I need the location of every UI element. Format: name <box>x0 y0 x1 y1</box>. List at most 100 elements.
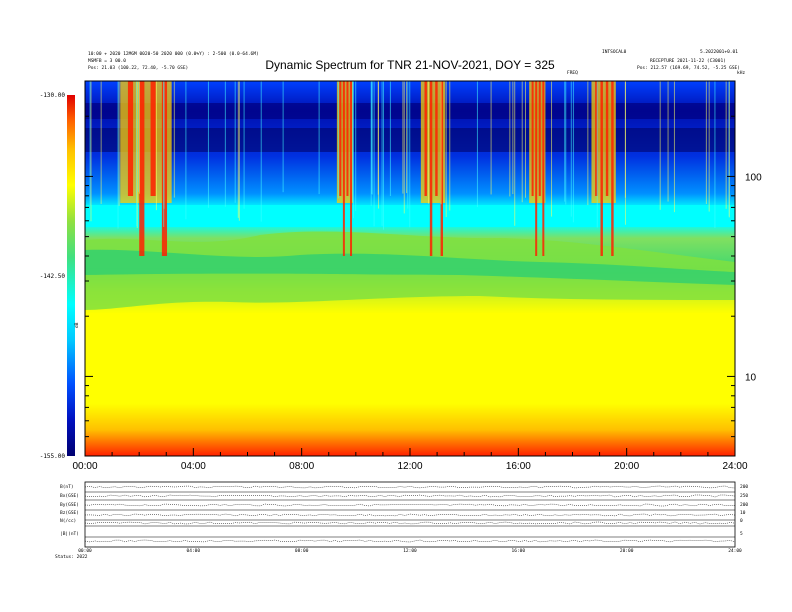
streak-50 <box>318 81 320 195</box>
colorbar <box>67 95 75 456</box>
streak-59 <box>596 81 598 228</box>
streak-67 <box>524 81 526 198</box>
streak-68 <box>428 81 430 204</box>
streak-55 <box>163 81 165 227</box>
streak-3 <box>136 81 138 227</box>
bottom-panel: B(nT) Bx(GSE) By(GSE) Bz(GSE) N(/cc) |B|… <box>55 481 748 560</box>
bottom-row-label-2: Bx(GSE) <box>60 493 79 499</box>
burst-streak-5-1 <box>595 81 598 196</box>
x-tick-label-0: 00:00 <box>72 461 97 472</box>
streak-33 <box>381 81 383 226</box>
bottom-row-label-5: N(/cc) <box>60 518 76 524</box>
bottom-trace-1 <box>84 485 736 489</box>
streak-62 <box>445 81 447 218</box>
streak-31 <box>89 81 91 206</box>
frequency-axis: 10 100 <box>85 80 762 457</box>
streak-36 <box>185 81 187 220</box>
left-meta-line2: MSMFB = 3 00.0 <box>88 58 126 64</box>
streak-39 <box>138 81 140 192</box>
streak-25 <box>260 81 262 222</box>
streak-61 <box>371 81 373 195</box>
corner-unit-label: kHz <box>737 70 745 76</box>
bottom-right-label-2: 250 <box>740 493 748 499</box>
bottom-x-tick-label-1: 04:00 <box>187 548 201 554</box>
streak-21 <box>705 81 707 204</box>
burst-streak-3-2 <box>429 81 433 256</box>
bottom-right-label-1: 200 <box>740 484 748 490</box>
streak-43 <box>234 81 236 203</box>
streak-46 <box>155 81 157 211</box>
colorbar-tick-top: -130.00 <box>40 92 66 99</box>
burst-streak-3-4 <box>440 81 444 256</box>
streak-15 <box>136 81 138 229</box>
y-tick-label-100: 100 <box>745 172 762 183</box>
green-low-band <box>85 249 735 285</box>
mid-freq-label: FREQ <box>567 70 578 76</box>
streak-10 <box>207 81 209 208</box>
bottom-x-tick-label-2: 08:00 <box>295 548 309 554</box>
bottom-right-label-6: 5 <box>740 531 743 537</box>
streak-44 <box>173 81 175 198</box>
streak-52 <box>282 81 284 193</box>
burst-streak-5-3 <box>605 81 609 196</box>
colorbar-tick-bottom: -155.00 <box>40 453 66 460</box>
x-tick-label-4: 16:00 <box>506 461 531 472</box>
left-meta-line1: 10:00 + 2020 12MGM 0020-50 2020 000 (0.0… <box>88 51 259 57</box>
burst-streak-4-2 <box>535 81 538 256</box>
streak-58 <box>355 81 357 211</box>
streak-48 <box>565 81 567 205</box>
right-meta-line1: INTSOCAL0 <box>602 49 627 55</box>
streak-8 <box>117 81 119 229</box>
bottom-right-label-3: 200 <box>740 502 748 508</box>
burst-streak-4-3 <box>538 81 541 196</box>
burst-streak-4-4 <box>542 81 545 256</box>
x-tick-label-6: 24:00 <box>722 461 747 472</box>
burst-streak-5-4 <box>611 81 614 256</box>
x-tick-label-5: 20:00 <box>614 461 639 472</box>
streak-20 <box>352 81 354 219</box>
streak-26 <box>714 81 716 229</box>
bottom-footer: Status: 2022 <box>55 554 88 560</box>
streak-49 <box>551 81 553 217</box>
bottom-x-tick-label-4: 16:00 <box>512 548 526 554</box>
time-axis: 00:00 04:00 08:00 12:00 16:00 20:00 24:00 <box>72 448 748 472</box>
burst-streak-5-2 <box>600 81 603 256</box>
x-tick-label-1: 04:00 <box>181 461 206 472</box>
streak-34 <box>389 81 391 197</box>
x-tick-label-2: 08:00 <box>289 461 314 472</box>
streak-14 <box>587 81 589 206</box>
streak-13 <box>440 81 442 205</box>
streak-54 <box>673 81 675 213</box>
streak-47 <box>90 81 92 222</box>
bottom-trace-3 <box>84 503 735 507</box>
streak-66 <box>728 81 730 218</box>
streak-7 <box>449 81 451 211</box>
streak-63 <box>572 81 574 223</box>
x-tick-label-3: 12:00 <box>397 461 422 472</box>
bottom-row-label-6: |B|(nT) <box>60 531 79 537</box>
burst-streak-1-2 <box>139 81 145 256</box>
streak-1 <box>403 81 405 214</box>
bottom-time-axis: 00:00 04:00 08:00 12:00 16:00 20:00 24:00 <box>78 548 742 554</box>
streak-18 <box>509 81 511 197</box>
right-meta-line2: 5.2022001+0.01 <box>700 49 738 55</box>
streak-70 <box>337 81 339 199</box>
streak-37 <box>514 81 516 226</box>
streak-24 <box>238 81 240 221</box>
streak-17 <box>476 81 478 208</box>
streak-5 <box>512 81 514 195</box>
bottom-right-label-5: 0 <box>740 518 743 524</box>
bottom-trace-2 <box>84 494 736 498</box>
burst-streak-3-3 <box>435 81 438 196</box>
bottom-x-tick-label-5: 20:00 <box>620 548 634 554</box>
spectrogram <box>85 81 735 456</box>
right-meta-line4: Pos: 212.57 (169.69, 74.52, -5.25 GSE) <box>637 65 740 71</box>
burst-streak-2-4 <box>350 81 353 256</box>
bottom-x-tick-label-3: 12:00 <box>403 548 417 554</box>
right-meta-line3: RECEPTURE 2021-11-22 (C3001) <box>650 58 726 64</box>
streak-12 <box>725 81 727 209</box>
bottom-right-label-4: 10 <box>740 510 746 516</box>
bottom-x-tick-label-0: 00:00 <box>78 548 92 554</box>
bottom-row-label-4: Bz(GSE) <box>60 510 79 516</box>
